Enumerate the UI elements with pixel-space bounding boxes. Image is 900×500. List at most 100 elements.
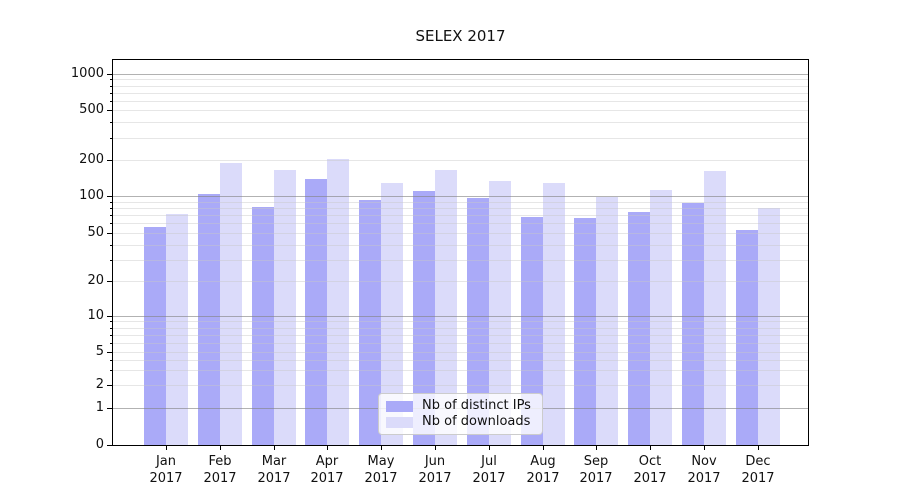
x-tick-label-month: May — [367, 454, 395, 469]
y-tick-label-1: 1 — [95, 400, 104, 415]
x-tick-mark-sep — [596, 446, 597, 450]
bars-layer — [113, 60, 808, 445]
x-tick-label-month: Feb — [208, 454, 232, 469]
x-tick-label-month: Oct — [638, 454, 662, 469]
x-tick-mark-may — [381, 446, 382, 450]
x-tick-mark-aug — [543, 446, 544, 450]
y-tick-mark-minor-600 — [110, 101, 113, 102]
y-tick-mark-minor-40 — [110, 245, 113, 246]
bar-nov-nb-of-distinct-ips — [682, 203, 704, 445]
bar-apr-nb-of-distinct-ips — [305, 179, 328, 445]
bar-may-nb-of-downloads — [381, 182, 404, 445]
x-tick-label-mar: Mar 2017 — [242, 453, 306, 487]
x-tick-mark-mar — [274, 446, 275, 450]
y-tick-mark-minor-9 — [110, 321, 113, 322]
y-tick-mark-1 — [107, 408, 113, 409]
x-tick-mark-oct — [650, 446, 651, 450]
y-tick-mark-minor-800 — [110, 86, 113, 87]
y-tick-mark-minor-90 — [110, 202, 113, 203]
y-tick-mark-minor-700 — [110, 93, 113, 94]
bar-aug-nb-of-distinct-ips — [520, 216, 543, 445]
y-tick-mark-minor-7 — [110, 335, 113, 336]
bar-oct-nb-of-downloads — [650, 189, 673, 445]
bar-jan-nb-of-downloads — [166, 214, 188, 445]
x-tick-label-aug: Aug 2017 — [511, 453, 575, 487]
y-tick-mark-minor-900 — [110, 79, 113, 80]
y-tick-label-200: 200 — [79, 152, 104, 167]
x-tick-label-jan: Jan 2017 — [134, 453, 198, 487]
x-tick-label-feb: Feb 2017 — [188, 453, 252, 487]
x-tick-label-jul: Jul 2017 — [457, 453, 521, 487]
y-tick-mark-100 — [107, 196, 113, 197]
bar-sep-nb-of-downloads — [596, 196, 619, 445]
x-tick-label-may: May 2017 — [349, 453, 413, 487]
x-tick-label-oct: Oct 2017 — [618, 453, 682, 487]
chart-title: SELEX 2017 — [415, 27, 506, 45]
y-tick-mark-50 — [107, 233, 113, 234]
x-tick-label-year: 2017 — [149, 471, 183, 486]
y-tick-mark-minor-60 — [110, 223, 113, 224]
x-tick-label-month: Apr — [315, 454, 339, 469]
y-tick-mark-minor-70 — [110, 215, 113, 216]
legend: Nb of distinct IPs Nb of downloads — [378, 393, 543, 435]
legend-label-distinct-ips: Nb of distinct IPs — [422, 398, 531, 413]
legend-label-downloads: Nb of downloads — [422, 414, 531, 429]
x-tick-label-month: Nov — [691, 454, 717, 469]
x-tick-label-year: 2017 — [257, 471, 291, 486]
bar-sep-nb-of-distinct-ips — [574, 218, 597, 445]
y-tick-mark-0 — [107, 445, 113, 446]
x-tick-label-year: 2017 — [687, 471, 721, 486]
y-tick-mark-10 — [107, 316, 113, 317]
y-tick-mark-500 — [107, 110, 113, 111]
x-tick-label-year: 2017 — [579, 471, 613, 486]
x-tick-label-year: 2017 — [310, 471, 344, 486]
x-tick-label-month: Sep — [583, 454, 609, 469]
x-tick-mark-jun — [435, 446, 436, 450]
x-tick-mark-apr — [327, 446, 328, 450]
bar-feb-nb-of-distinct-ips — [197, 194, 220, 445]
y-tick-label-2: 2 — [95, 377, 104, 392]
y-tick-mark-2 — [107, 385, 113, 386]
bar-dec-nb-of-distinct-ips — [735, 229, 758, 445]
y-tick-mark-minor-400 — [110, 122, 113, 123]
x-tick-label-year: 2017 — [203, 471, 237, 486]
x-tick-label-year: 2017 — [418, 471, 452, 486]
x-tick-label-month: Aug — [530, 454, 556, 469]
bar-dec-nb-of-downloads — [757, 207, 780, 445]
y-tick-label-20: 20 — [87, 273, 104, 288]
x-tick-mark-jan — [166, 446, 167, 450]
x-tick-label-month: Mar — [261, 454, 287, 469]
x-tick-label-year: 2017 — [526, 471, 560, 486]
bar-nov-nb-of-downloads — [704, 171, 726, 445]
x-tick-label-year: 2017 — [741, 471, 775, 486]
x-tick-label-nov: Nov 2017 — [672, 453, 736, 487]
x-tick-label-month: Jul — [481, 454, 497, 469]
y-tick-mark-minor-80 — [110, 208, 113, 209]
y-tick-mark-minor-8 — [110, 328, 113, 329]
bar-feb-nb-of-downloads — [219, 163, 242, 445]
x-tick-mark-dec — [758, 446, 759, 450]
x-tick-mark-nov — [704, 446, 705, 450]
x-tick-label-year: 2017 — [633, 471, 667, 486]
x-tick-label-month: Jan — [155, 454, 177, 469]
x-tick-label-month: Jun — [424, 454, 446, 469]
bar-oct-nb-of-distinct-ips — [628, 212, 651, 445]
legend-swatch-distinct-ips — [386, 400, 413, 412]
y-tick-label-10: 10 — [87, 308, 104, 323]
y-tick-label-500: 500 — [79, 102, 104, 117]
x-tick-mark-jul — [489, 446, 490, 450]
bar-aug-nb-of-downloads — [542, 183, 565, 445]
bar-jun-nb-of-distinct-ips — [413, 190, 435, 445]
y-tick-label-50: 50 — [87, 225, 104, 240]
legend-item-downloads: Nb of downloads — [386, 414, 534, 430]
y-tick-mark-minor-3 — [110, 370, 113, 371]
y-tick-mark-minor-300 — [110, 138, 113, 139]
x-tick-label-year: 2017 — [472, 471, 506, 486]
y-tick-mark-5 — [107, 352, 113, 353]
plot-area — [112, 59, 809, 446]
x-tick-label-jun: Jun 2017 — [403, 453, 467, 487]
legend-item-distinct-ips: Nb of distinct IPs — [386, 398, 534, 414]
x-tick-label-year: 2017 — [364, 471, 398, 486]
y-tick-mark-minor-6 — [110, 343, 113, 344]
x-tick-label-dec: Dec 2017 — [726, 453, 790, 487]
